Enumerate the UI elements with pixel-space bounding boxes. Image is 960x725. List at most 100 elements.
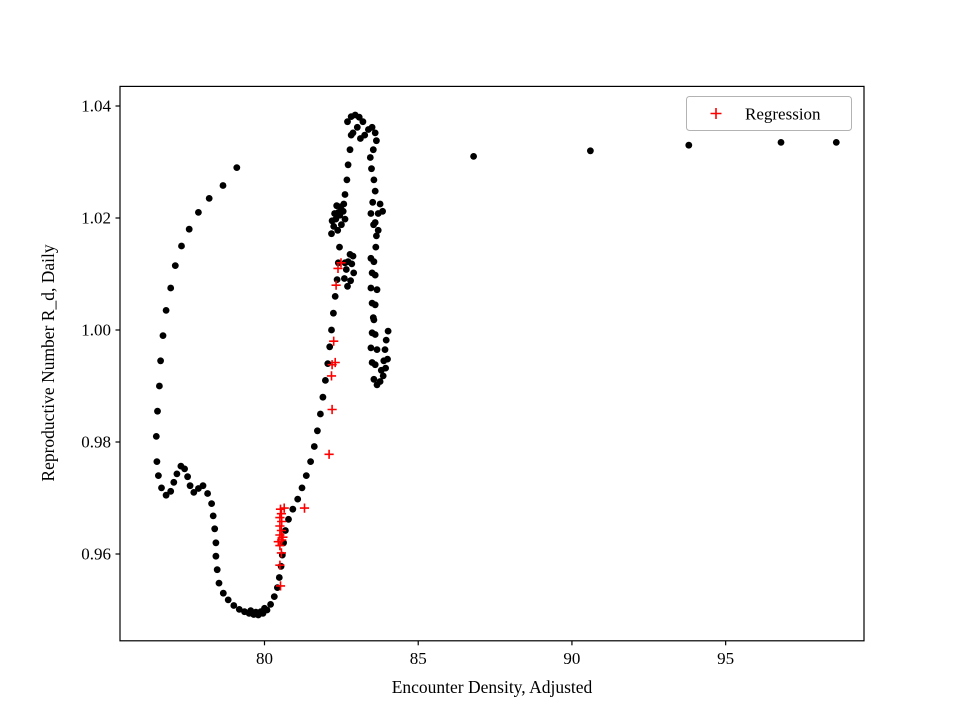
regression-point [329,336,339,346]
data-point [367,344,375,352]
data-point [275,574,283,581]
data-point [298,484,306,492]
legend-box [686,96,852,131]
data-point [195,209,202,216]
data-point [367,254,375,262]
data-point [326,343,334,351]
data-point [277,562,285,570]
data-point [328,217,336,225]
data-point [359,118,367,126]
regression-point [277,516,287,527]
data-point [381,346,389,353]
data-point [371,187,379,195]
data-point [349,129,357,137]
data-point [373,346,381,353]
data-point [328,230,335,238]
data-point [167,284,175,292]
data-point [190,489,198,496]
data-point [211,525,219,533]
data-point [330,309,337,317]
data-point [368,165,375,173]
data-point [186,482,194,490]
data-point [328,326,335,334]
data-point [317,410,324,418]
data-point [270,593,278,600]
regression-point [275,541,285,551]
legend: Regression [686,96,852,131]
regression-point [276,509,286,519]
regression-point [275,513,285,523]
data-point [294,495,302,503]
data-point [587,147,594,155]
regression-point [326,371,337,381]
data-point [348,260,356,268]
data-point [208,500,216,507]
data-point [832,139,840,146]
regression-point [278,532,288,542]
data-point [285,515,292,523]
data-point [230,602,238,609]
data-point [155,472,162,479]
data-point [178,242,185,250]
data-point [343,176,351,184]
data-point [367,210,375,217]
data-point [361,131,369,139]
data-point [233,164,241,172]
data-point [310,443,318,450]
data-point [340,200,348,208]
x-tick-label: 80 [256,649,273,668]
data-point [307,458,314,465]
y-tick-label: 1.04 [81,97,111,116]
data-point [224,596,232,604]
data-point [158,484,165,492]
data-point [368,123,376,131]
data-point [157,357,165,365]
data-point [376,378,384,385]
data-point [349,252,357,260]
data-point [219,589,227,597]
data-point [368,359,376,366]
data-point [333,202,341,210]
x-axis-label: Encounter Density, Adjusted [392,677,593,697]
data-point [377,366,385,374]
data-point [267,601,274,608]
data-point [373,286,381,294]
data-point [184,473,192,481]
data-point [470,153,477,160]
data-point [252,608,260,616]
data-point [373,137,380,145]
data-point [302,472,310,479]
y-tick-label: 1.02 [81,209,111,228]
data-point [205,195,213,202]
data-point [344,282,351,290]
y-tick-label: 1.00 [81,321,111,340]
data-point [379,372,387,380]
data-point [341,215,349,223]
data-point [331,293,339,300]
data-point [380,357,388,365]
data-point [368,299,376,307]
data-point [347,277,354,285]
data-point [372,243,380,251]
data-point [342,266,350,273]
data-point [369,198,377,206]
data-point [369,314,377,322]
points-layer [152,111,840,619]
data-point [384,327,392,335]
legend-label: Regression [745,105,821,124]
y-axis-label: Reproductive Number R_d, Daily [38,244,58,481]
regression-point [336,258,346,268]
data-point [314,427,321,435]
data-point [333,276,341,283]
data-point [371,219,379,226]
data-point [209,512,217,520]
data-point [382,336,390,344]
data-point [336,243,343,251]
regression-point [330,357,340,368]
data-point [173,470,181,478]
regression-point [331,280,341,290]
data-point [376,200,384,208]
data-point [367,284,375,292]
plot-frame [119,85,865,642]
